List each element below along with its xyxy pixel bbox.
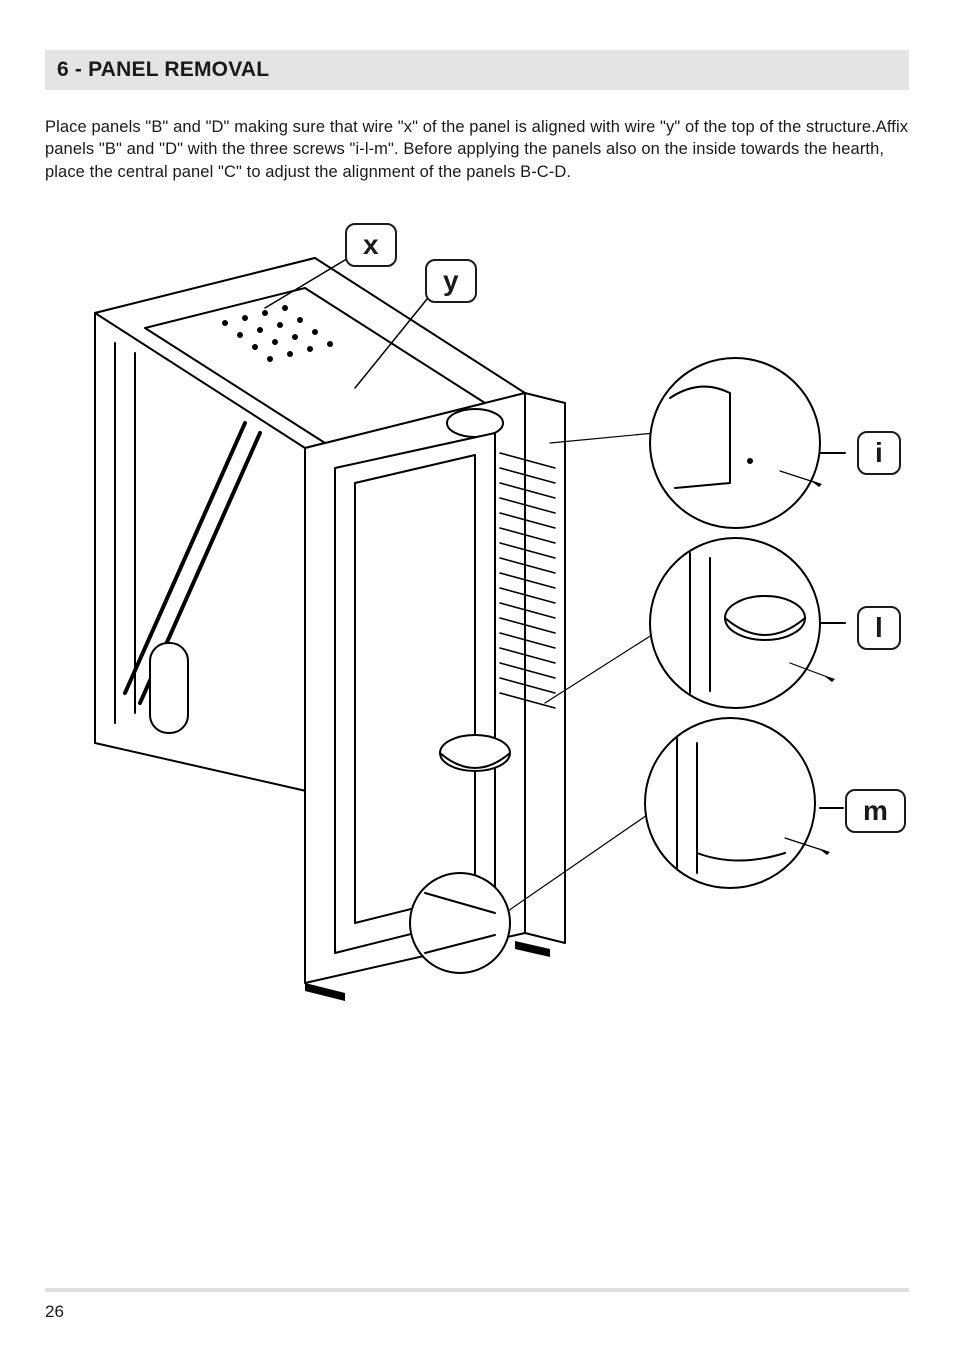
page: 6 - PANEL REMOVAL Place panels "B" and "… xyxy=(0,0,954,1354)
section-heading: 6 - PANEL REMOVAL xyxy=(45,50,909,90)
figure: x y i l m xyxy=(45,223,909,1003)
callout-y: y xyxy=(425,259,477,303)
callout-l: l xyxy=(857,606,901,650)
callout-m: m xyxy=(845,789,906,833)
footer-rule xyxy=(45,1288,909,1292)
callout-x: x xyxy=(345,223,397,267)
diagram-svg xyxy=(45,223,905,1003)
callout-i: i xyxy=(857,431,901,475)
page-number: 26 xyxy=(45,1302,64,1322)
section-body: Place panels "B" and "D" making sure tha… xyxy=(45,116,909,183)
